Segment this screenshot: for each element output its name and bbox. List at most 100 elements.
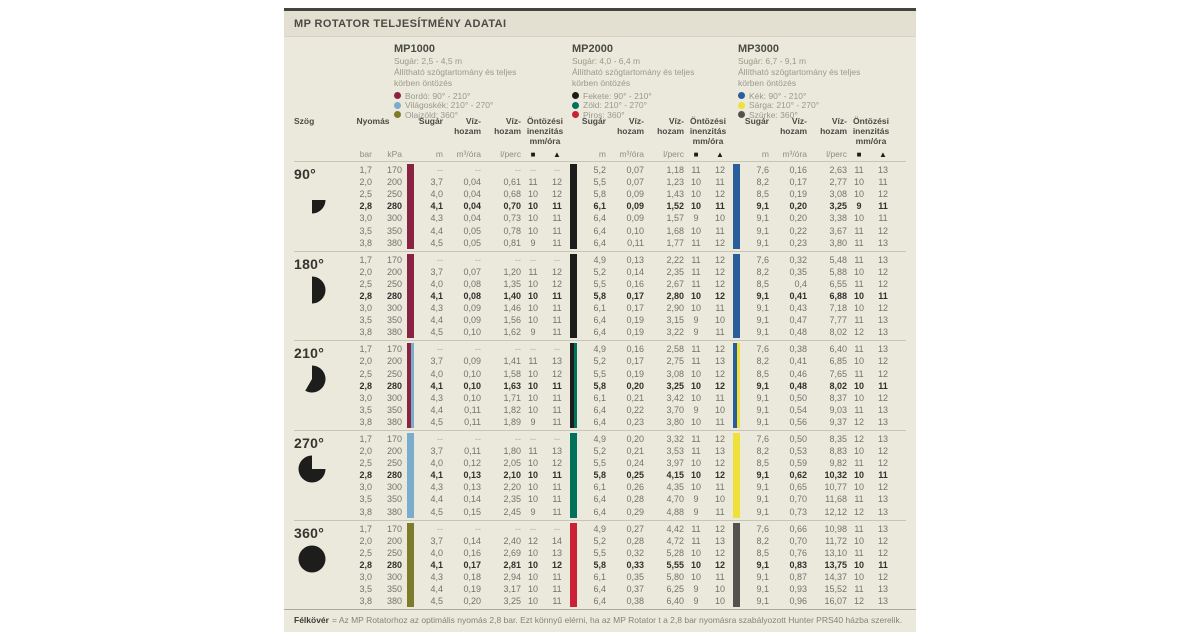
radius-cell: 5,8 (593, 189, 606, 200)
radius-cell: 9,1 (756, 225, 769, 236)
flow-m3-cell: 0,38 (789, 344, 807, 355)
intensity-square-cell: -- (530, 344, 536, 355)
legend-color-dot-icon (394, 101, 401, 109)
color-strip (733, 415, 740, 428)
radius-cell: 5,8 (593, 290, 606, 301)
intensity-triangle-cell: 10 (714, 315, 725, 326)
table-row: 3,0 300 4,3 0,09 1,46 10 11 6,1 0,17 2,90 10 11 9,1 0… (344, 302, 906, 315)
section-rows: 1,7 170 -- -- -- -- -- 4,9 0,20 3,32 11 12 7,6 0,50 8,… (344, 432, 906, 518)
table-row: 2,5 250 4,0 0,12 2,05 10 12 5,5 0,24 3,97 10 12 8,5 0… (344, 457, 906, 470)
color-strip-segment (570, 558, 577, 571)
radius-cell: 9,1 (756, 572, 769, 583)
flow-lmin-cell: 11,72 (825, 535, 847, 546)
color-strip-segment (736, 403, 740, 416)
square-icon: ■ (693, 150, 699, 159)
flow-m3-cell: 0,16 (626, 344, 644, 355)
color-strip-segment (733, 546, 740, 559)
color-strip-segment (733, 302, 740, 315)
intensity-triangle-cell: 12 (714, 165, 725, 176)
flow-lmin-cell: 6,55 (829, 278, 847, 289)
color-strip (407, 212, 414, 225)
product-header-mp1000: MP1000 Sugár: 2,5 - 4,5 m Állítható szög… (394, 43, 566, 120)
intensity-square-cell: 10 (527, 584, 538, 595)
intensity-triangle-cell: 13 (877, 434, 888, 445)
flow-lmin-cell: 7,18 (829, 303, 847, 314)
flow-lmin-cell: 1,58 (503, 368, 521, 379)
intensity-triangle-cell: 12 (877, 446, 888, 457)
intensity-square-cell: 10 (690, 482, 701, 493)
intensity-triangle-cell: -- (554, 434, 560, 445)
color-strip (570, 522, 577, 535)
color-strip (570, 302, 577, 315)
flow-m3-cell: 0,48 (789, 327, 807, 338)
flow-lmin-cell: 5,88 (829, 266, 847, 277)
pressure-kpa-cell: 300 (386, 482, 402, 493)
intensity-triangle-cell: 12 (714, 254, 725, 265)
pressure-bar-cell: 3,0 (359, 482, 372, 493)
flow-m3-cell: 0,19 (789, 189, 807, 200)
pressure-kpa-cell: 200 (386, 535, 402, 546)
color-strip-segment (407, 432, 414, 446)
legend-label: Piros: 360° (583, 109, 625, 120)
intensity-triangle-cell: 12 (714, 559, 725, 570)
header-label: Víz-hozam (807, 116, 847, 137)
pressure-kpa-cell: 380 (386, 327, 402, 338)
radius-cell: 4,3 (430, 213, 443, 224)
product-name: MP3000 (738, 43, 779, 55)
intensity-triangle-cell: 13 (877, 404, 888, 415)
flow-m3-cell: 0,08 (463, 278, 481, 289)
flow-m3-cell: 0,25 (626, 470, 644, 481)
intensity-triangle-cell: 12 (551, 189, 562, 200)
product-radius: Sugár: 6,7 - 9,1 m (738, 56, 807, 66)
color-strip (407, 265, 414, 278)
intensity-square-cell: 10 (690, 547, 701, 558)
legend-color-dot-icon (394, 92, 401, 100)
intensity-square-cell: 11 (854, 494, 864, 505)
intensity-triangle-cell: 12 (877, 368, 888, 379)
intensity-triangle-cell: 13 (877, 237, 888, 248)
color-strip (570, 212, 577, 225)
angle-block: 210° (294, 343, 344, 428)
intensity-triangle-cell: -- (554, 165, 560, 176)
color-strip (570, 481, 577, 494)
product-header-mp2000: MP2000 Sugár: 4,0 - 6,4 m Állítható szög… (572, 43, 744, 120)
radius-cell: 5,8 (593, 470, 606, 481)
radius-cell: 5,5 (593, 458, 606, 469)
radius-cell: -- (437, 523, 443, 534)
flow-lmin-cell: 0,70 (503, 201, 521, 212)
radius-cell: 6,4 (593, 327, 606, 338)
intensity-square-cell: 9 (530, 416, 536, 427)
flow-lmin-cell: 1,18 (666, 165, 684, 176)
flow-m3-cell: 0,04 (463, 177, 481, 188)
flow-lmin-cell: -- (515, 344, 521, 355)
intensity-square-cell: 12 (853, 596, 864, 607)
intensity-square-cell: 10 (527, 392, 538, 403)
arc-pie-icon (298, 455, 326, 483)
color-strip-segment (733, 469, 740, 482)
flow-m3-cell: 0,22 (789, 225, 807, 236)
radius-cell: 4,9 (593, 344, 606, 355)
color-strip-segment (733, 481, 740, 494)
color-strip-segment (570, 546, 577, 559)
flow-m3-cell: 0,33 (626, 559, 644, 570)
column-header-ontozesi: Öntözési inenzitás mm/óra ■ ▲ (684, 116, 732, 159)
color-strip (733, 445, 740, 458)
angle-label: 360° (294, 524, 325, 541)
radius-cell: 4,9 (593, 523, 606, 534)
intensity-square-cell: 10 (690, 368, 701, 379)
intensity-square-cell: 10 (527, 482, 538, 493)
header-strip-spacer (733, 117, 740, 159)
pressure-kpa-cell: 300 (386, 303, 402, 314)
radius-cell: 4,4 (430, 404, 443, 415)
color-strip (407, 457, 414, 470)
intensity-triangle-cell: 11 (878, 201, 888, 212)
pressure-kpa-cell: 250 (386, 547, 402, 558)
color-strip (570, 583, 577, 596)
intensity-symbols: ■ ▲ (521, 150, 569, 159)
legend-color-dot-icon (738, 92, 745, 100)
flow-lmin-cell: 9,03 (829, 404, 847, 415)
color-strip-segment (733, 445, 740, 458)
flow-lmin-cell: 4,42 (666, 523, 684, 534)
color-strip-segment (407, 481, 414, 494)
color-strip (733, 505, 740, 518)
